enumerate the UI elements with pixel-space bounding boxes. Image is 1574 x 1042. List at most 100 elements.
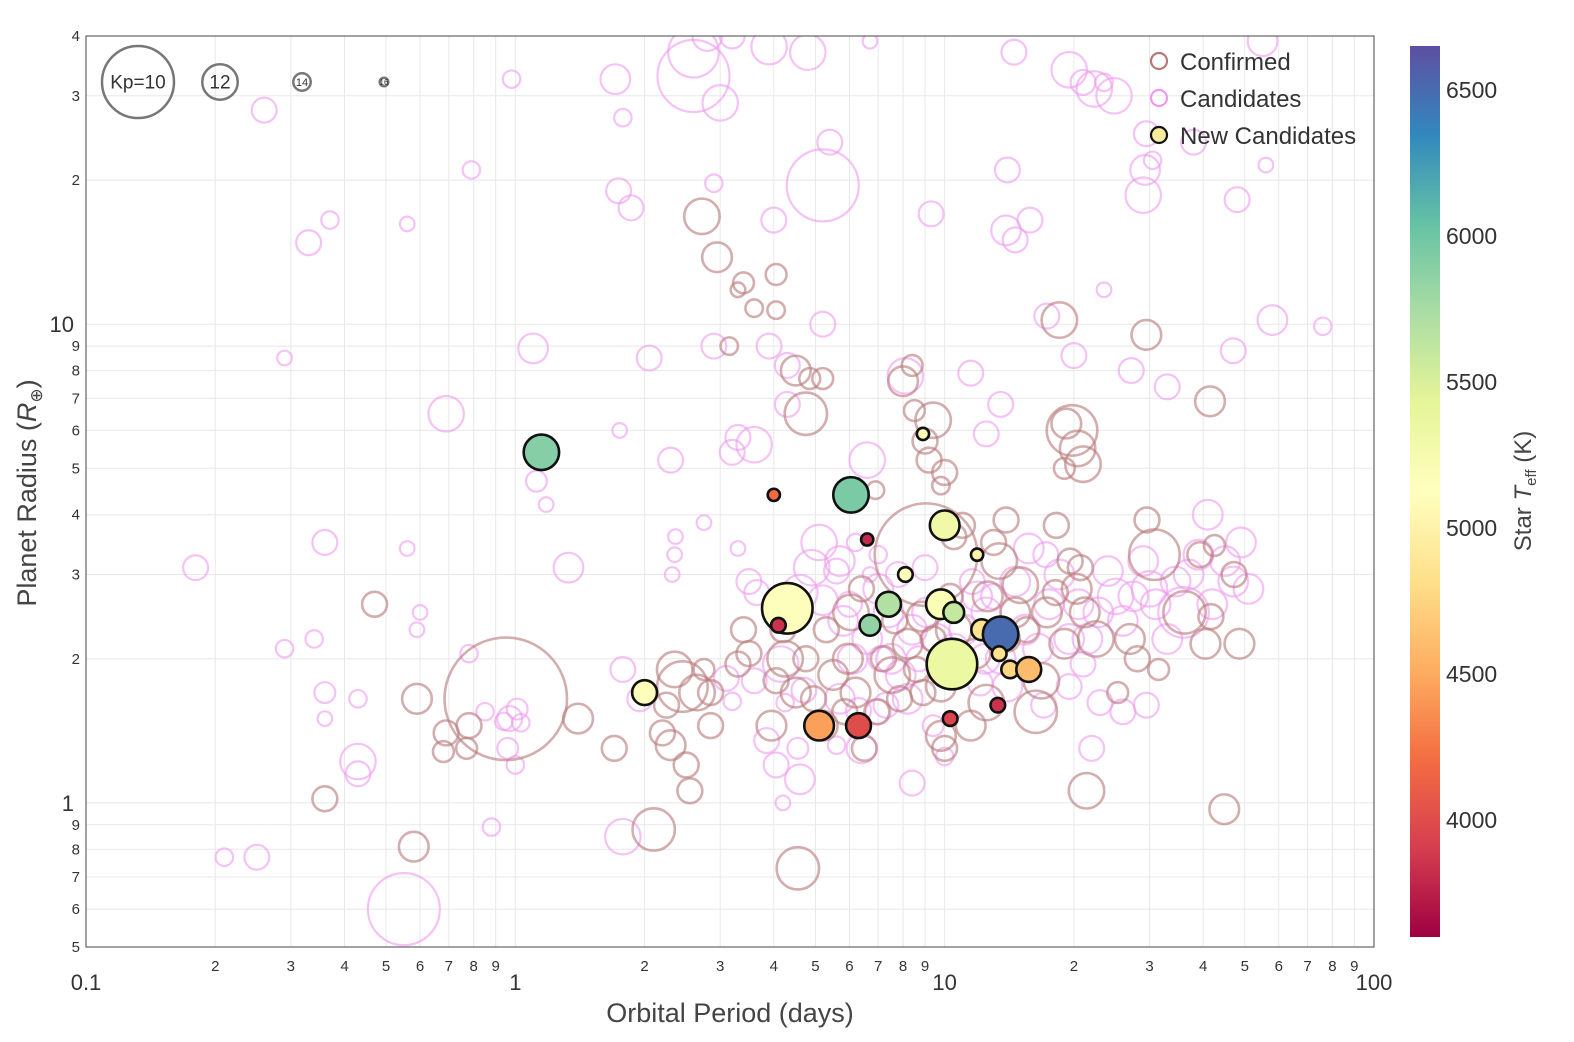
size-legend-circle xyxy=(378,76,390,88)
candidate-point xyxy=(800,523,838,562)
y-tick-minor-label: 3 xyxy=(72,88,80,105)
legend: Confirmed Candidates New Candidates xyxy=(1149,49,1356,150)
confirmed-point xyxy=(454,736,479,761)
x-tick-minor-label: 3 xyxy=(1145,958,1153,975)
legend-label: New Candidates xyxy=(1180,123,1356,150)
candidate-point xyxy=(972,420,1000,448)
candidate-point xyxy=(1151,623,1184,655)
candidate-point xyxy=(809,310,837,338)
candidate-point xyxy=(427,394,465,433)
new-candidates-series xyxy=(522,426,1043,742)
candidate-point xyxy=(1153,373,1181,401)
y-axis-label-close: ) xyxy=(12,379,42,388)
x-tick-minor-label: 6 xyxy=(845,958,853,975)
colorbar-tick-label: 6500 xyxy=(1446,77,1497,103)
confirmed-point xyxy=(1202,533,1227,558)
y-axis-label-sub: ⊕ xyxy=(27,388,46,402)
candidate-point xyxy=(993,156,1021,184)
confirmed-point xyxy=(1146,657,1171,682)
candidate-point xyxy=(274,638,295,659)
size-legend-circle xyxy=(201,63,239,101)
candidate-point xyxy=(1001,226,1029,254)
candidate-point xyxy=(475,701,495,722)
confirmed-point xyxy=(847,575,876,603)
candidate-point xyxy=(517,332,550,365)
confirmed-point xyxy=(1133,506,1161,534)
y-tick-minor-label: 4 xyxy=(72,507,80,524)
candidate-point xyxy=(605,177,633,205)
x-tick-major-label: 100 xyxy=(1356,970,1393,995)
new-candidate-point xyxy=(522,433,561,472)
confirmed-point xyxy=(812,616,841,644)
y-axis-label-var: R xyxy=(12,403,42,423)
confirmed-point xyxy=(924,719,958,753)
candidate-point xyxy=(1191,498,1224,531)
confirmed-point xyxy=(1045,403,1099,457)
candidate-point xyxy=(761,645,800,683)
colorbar-label-var: T xyxy=(1510,484,1537,501)
colorbar-tick-label: 6000 xyxy=(1446,223,1497,249)
confirmed-point xyxy=(954,709,987,742)
new-candidate-point xyxy=(925,637,979,691)
candidate-point xyxy=(1012,532,1045,565)
confirmed-point xyxy=(360,590,389,618)
x-tick-minor-label: 8 xyxy=(470,958,478,975)
candidate-point xyxy=(599,63,632,96)
y-tick-minor-label: 6 xyxy=(72,901,80,918)
candidate-point xyxy=(718,438,746,466)
x-tick-minor-label: 9 xyxy=(1350,958,1358,975)
x-tick-minor-label: 9 xyxy=(492,958,500,975)
confirmed-point xyxy=(700,241,734,274)
confirmed-point xyxy=(914,401,953,440)
confirmed-point xyxy=(652,691,681,719)
new-candidate-point xyxy=(990,645,1008,663)
candidate-point xyxy=(1095,76,1133,115)
y-tick-minor-label: 7 xyxy=(72,869,80,886)
confirmed-point xyxy=(1068,596,1101,629)
confirmed-point xyxy=(735,639,763,668)
candidate-point xyxy=(656,38,731,114)
confirmed-point xyxy=(455,711,483,740)
y-tick-minor-label: 5 xyxy=(72,460,80,477)
confirmed-point xyxy=(775,845,821,891)
confirmed-point xyxy=(766,300,787,321)
confirmed-point xyxy=(744,298,765,319)
candidate-point xyxy=(505,697,529,721)
x-tick-minor-label: 8 xyxy=(1328,958,1336,975)
candidate-point xyxy=(861,36,879,50)
candidate-point xyxy=(788,36,827,72)
confirmed-point xyxy=(400,682,434,715)
legend-marker-new-candidates xyxy=(1149,125,1169,145)
x-tick-minor-label: 2 xyxy=(1070,958,1078,975)
confirmed-point xyxy=(779,676,812,709)
plot-points xyxy=(182,36,1333,947)
confirmed-point xyxy=(1060,572,1093,605)
candidate-point xyxy=(1078,734,1106,762)
candidate-point xyxy=(729,540,747,557)
candidate-point xyxy=(1055,673,1083,701)
candidate-point xyxy=(408,621,426,639)
candidate-point xyxy=(1117,357,1145,385)
colorbar-tick-label: 4000 xyxy=(1446,807,1497,833)
new-candidate-point xyxy=(802,709,836,742)
candidate-point xyxy=(898,769,926,797)
candidate-point xyxy=(735,425,773,464)
candidate-point xyxy=(481,817,502,837)
confirmed-point xyxy=(755,709,788,742)
candidate-point xyxy=(459,643,479,664)
confirmed-point xyxy=(930,734,959,763)
candidate-point xyxy=(823,557,851,585)
colorbar-gradient xyxy=(1410,46,1440,937)
candidate-point xyxy=(411,603,429,621)
y-tick-minor-label: 2 xyxy=(72,172,80,189)
y-axis-label-text: Planet Radius ( xyxy=(12,422,42,607)
confirmed-point xyxy=(930,458,959,487)
y-tick-minor-label: 7 xyxy=(72,390,80,407)
candidate-point xyxy=(398,540,416,557)
confirmed-point xyxy=(1013,689,1059,735)
candidate-point xyxy=(505,755,526,775)
confirmed-point xyxy=(600,734,629,763)
confirmed-point xyxy=(839,676,872,709)
confirmed-point xyxy=(1076,619,1115,659)
new-candidate-point xyxy=(969,547,985,563)
